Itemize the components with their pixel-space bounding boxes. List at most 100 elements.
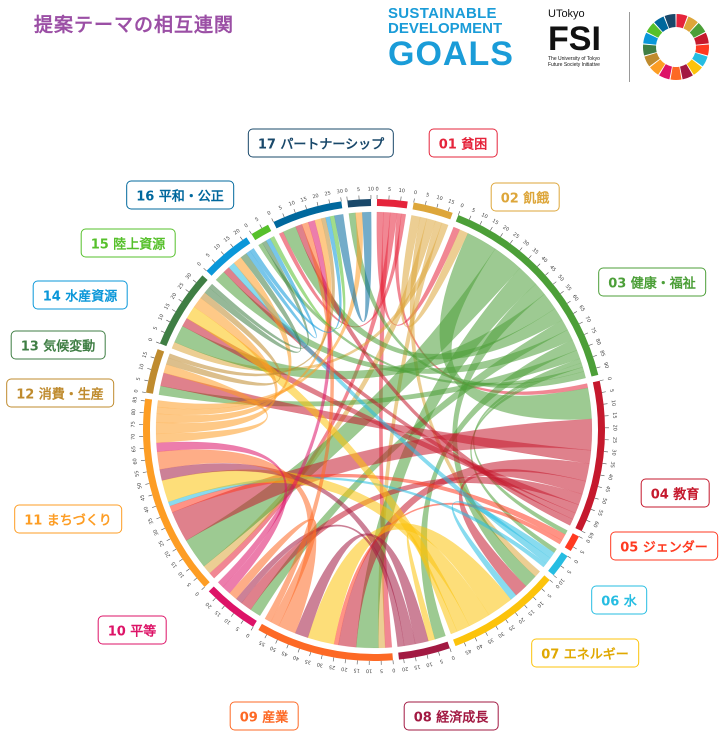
arc-tick-label: 5 — [153, 326, 160, 331]
arc-tick — [172, 548, 177, 552]
arc-tick-label: 0 — [572, 558, 579, 564]
arc-tick — [413, 198, 415, 203]
arc-tick — [148, 494, 153, 497]
arc-tick — [340, 197, 342, 202]
arc-tick-label: 25 — [158, 539, 166, 547]
group-arc — [398, 641, 450, 660]
group-arc — [143, 398, 210, 588]
arc-tick-label: 25 — [507, 623, 516, 632]
arc-tick-label: 75 — [589, 326, 597, 334]
chord — [156, 441, 288, 594]
arc-tick-label: 60 — [591, 520, 599, 528]
arc-tick-label: 0 — [376, 187, 379, 193]
arc-tick-label: 45 — [464, 647, 472, 655]
logo-text: UTokyo — [548, 8, 585, 20]
chord — [155, 257, 292, 424]
arc-tick — [553, 575, 557, 579]
arc-tick-label: 0 — [245, 632, 251, 639]
chord — [228, 262, 551, 564]
arc-tick-label: 45 — [281, 649, 289, 657]
arc-tick — [567, 300, 571, 304]
arc-tick — [172, 309, 176, 312]
wheel-segment — [659, 64, 672, 80]
arc-tick — [528, 255, 532, 259]
arc-tick-label: 35 — [531, 247, 540, 256]
arc-tick — [552, 281, 557, 285]
arc-tick — [464, 642, 467, 647]
chord — [246, 238, 317, 339]
arc-tick-label: 0 — [392, 667, 396, 673]
arc-tick-label: 30 — [316, 661, 324, 668]
arc-tick-label: 10 — [557, 577, 566, 586]
group-arc — [575, 380, 606, 532]
arc-tick-label: 40 — [606, 473, 613, 480]
wheel-segment — [686, 59, 702, 75]
arc-tick-label: 20 — [517, 616, 526, 625]
arc-tick — [230, 243, 234, 248]
arc-tick-label: 15 — [611, 412, 617, 419]
arc-tick — [600, 474, 605, 477]
arc-tick — [592, 355, 597, 357]
group-arc — [376, 199, 408, 209]
group-label: 01 貧困 — [428, 128, 498, 158]
arc-tick — [601, 391, 606, 393]
arc-tick — [185, 568, 190, 572]
arc-tick — [602, 463, 607, 465]
arc-tick — [458, 211, 461, 216]
arc-tick — [239, 236, 243, 241]
arc-tick — [328, 199, 330, 204]
arc-tick — [179, 558, 183, 562]
arc-tick-label: 0 — [148, 337, 155, 342]
group-arc — [347, 199, 372, 208]
arc-tick-label: 0 — [450, 654, 455, 661]
arc-tick — [297, 648, 300, 653]
arc-tick — [447, 207, 450, 212]
arc-tick-label: 70 — [131, 433, 137, 440]
group-label: 04 教育 — [640, 478, 710, 508]
arc-tick-label: 40 — [292, 654, 300, 662]
chord — [333, 502, 563, 646]
arc-tick — [201, 586, 205, 590]
arc-tick-label: 5 — [545, 592, 552, 598]
arc-tick — [573, 546, 577, 550]
chord — [155, 297, 278, 435]
group-arc — [548, 552, 568, 576]
arc-tick — [490, 226, 493, 231]
divider — [629, 12, 630, 82]
arc-tick — [152, 505, 157, 508]
arc-tick — [230, 613, 234, 617]
arc-tick-label: 55 — [134, 470, 141, 477]
arc-tick-label: 25 — [324, 190, 331, 197]
arc-tick-label: 30 — [610, 449, 617, 456]
arc-tick-label: 15 — [300, 196, 308, 204]
arc-tick — [469, 215, 472, 220]
arc-tick-label: 5 — [578, 549, 585, 555]
arc-tick-label: 85 — [598, 350, 606, 358]
arc-tick-label: 15 — [170, 560, 179, 569]
group-label: 03 健康・福祉 — [598, 267, 706, 297]
arc-tick — [286, 644, 289, 649]
arc-tick — [203, 267, 207, 272]
chord — [249, 216, 342, 333]
arc-tick-label: 80 — [131, 409, 137, 416]
arc-tick — [240, 620, 244, 624]
chord — [295, 224, 574, 526]
arc-tick — [541, 588, 545, 592]
arc-tick-label: 20 — [205, 601, 214, 610]
arc-tick-label: 45 — [548, 264, 557, 273]
arc-tick — [415, 657, 417, 662]
arc-tick-label: 30 — [152, 528, 160, 536]
arc-tick — [332, 657, 335, 662]
arc-tick-label: 20 — [341, 665, 348, 672]
arc-tick-label: 5 — [254, 216, 260, 223]
arc-tick-label: 50 — [269, 644, 277, 652]
arc-tick — [560, 290, 564, 294]
arc-tick — [160, 330, 165, 333]
arc-tick — [545, 272, 549, 276]
arc-tick — [142, 391, 147, 393]
arc-tick — [321, 655, 323, 660]
arc-tick-label: 10 — [366, 667, 372, 673]
arc-tick-label: 90 — [602, 362, 609, 370]
arc-tick-label: 50 — [136, 482, 143, 490]
